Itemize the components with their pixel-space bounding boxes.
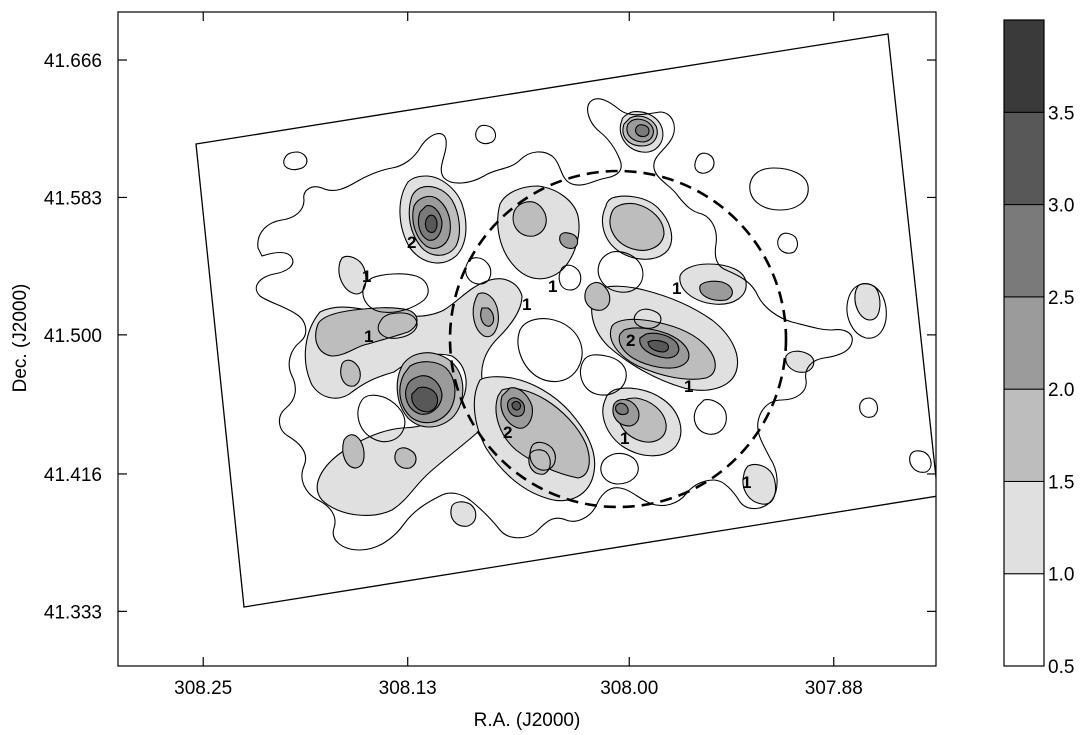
contour-region	[584, 281, 611, 311]
contour-label: 2	[503, 423, 512, 442]
contour-region	[528, 449, 551, 475]
contour-line	[517, 318, 583, 383]
contour-outlines	[255, 98, 932, 551]
contour-label: 1	[672, 279, 681, 298]
x-tick-label: 308.13	[379, 678, 437, 699]
contour-line	[633, 308, 662, 329]
contour-label: 1	[742, 473, 751, 492]
contour-line	[377, 312, 418, 339]
contour-label: 1	[684, 377, 693, 396]
x-tick-label: 308.00	[600, 678, 658, 699]
x-axis-label: R.A. (J2000)	[474, 710, 581, 731]
contour-line	[694, 152, 715, 174]
contour-region	[742, 463, 777, 505]
contour-region	[785, 350, 815, 373]
colorbar-tick-label: 2.5	[1048, 288, 1074, 309]
dashed-circle	[448, 169, 788, 509]
contour-label: 1	[620, 429, 629, 448]
colorbar-tick-label: 1.0	[1048, 565, 1074, 586]
contour-line	[475, 124, 497, 145]
contour-line	[579, 354, 627, 396]
contour-line	[846, 283, 887, 339]
colorbar-tick-label: 1.5	[1048, 472, 1074, 493]
contour-line	[255, 98, 853, 551]
colorbar-swatch	[1003, 388, 1045, 482]
y-axis-ticks: 41.666 41.583 41.500 41.416 41.333	[44, 51, 936, 623]
contour-line	[465, 257, 492, 285]
contour-label: 2	[626, 331, 635, 350]
colorbar-swatch	[1003, 480, 1045, 575]
colorbar-frame	[1003, 19, 1045, 667]
contour-region	[512, 201, 547, 237]
contour-region	[411, 386, 439, 413]
colorbar-tick-label: 3.5	[1048, 103, 1074, 124]
contour-line	[777, 232, 799, 254]
contour-region	[394, 447, 417, 469]
contour-region	[559, 232, 579, 249]
contour-region	[854, 282, 881, 321]
contour-label: 1	[362, 267, 371, 286]
contour-map: 1 1 2 1 1 2 1 2 1 1 1	[195, 33, 936, 608]
colorbar-swatch	[1003, 573, 1045, 667]
contour-line	[693, 399, 727, 435]
contour-line	[357, 394, 406, 443]
x-axis-ticks: 308.25 308.13 308.00 307.88	[174, 12, 863, 699]
contour-region	[635, 124, 650, 138]
survey-field-outline	[195, 33, 936, 608]
colorbar-tick-label: 0.5	[1048, 657, 1074, 678]
contour-region	[340, 359, 361, 387]
contour-line	[362, 273, 429, 313]
contour-labels: 1 1 2 1 1 2 1 2 1 1 1	[362, 233, 751, 492]
contour-region	[480, 307, 495, 327]
x-tick-label: 308.25	[174, 678, 232, 699]
contour-label: 1	[522, 295, 531, 314]
y-tick-label: 41.666	[44, 51, 102, 72]
contour-line	[749, 167, 809, 211]
plot-frame	[117, 11, 937, 667]
contour-region	[450, 501, 477, 527]
contour-region	[699, 280, 733, 301]
contour-line	[859, 397, 879, 418]
colorbar-tick-label: 2.0	[1048, 380, 1074, 401]
y-tick-label: 41.583	[44, 188, 102, 209]
contour-region	[424, 214, 438, 233]
contour-region	[315, 307, 418, 357]
colorbar-swatch	[1003, 204, 1045, 298]
colorbar-swatch	[1003, 111, 1045, 206]
contour-region	[511, 400, 522, 411]
contour-region	[647, 339, 670, 353]
colorbar-tick-label: 3.0	[1048, 196, 1074, 217]
y-tick-label: 41.333	[44, 602, 102, 623]
x-tick-label: 307.88	[805, 678, 863, 699]
contour-line	[558, 264, 582, 291]
colorbar: 3.5 3.0 2.5 2.0 1.5 1.0 0.5	[1003, 19, 1074, 678]
contour-line	[597, 251, 644, 293]
contour-level-5	[411, 214, 670, 413]
y-tick-label: 41.416	[44, 465, 102, 486]
contour-region	[615, 402, 629, 416]
contour-label: 1	[364, 327, 373, 346]
y-tick-label: 41.500	[44, 326, 102, 347]
contour-line	[529, 441, 556, 471]
contour-region	[609, 202, 665, 251]
y-axis-label: Dec. (J2000)	[10, 284, 31, 393]
contour-region	[342, 434, 365, 469]
contour-line	[909, 450, 932, 473]
contour-line	[600, 452, 639, 485]
colorbar-swatch	[1003, 19, 1045, 113]
contour-label: 2	[407, 233, 416, 252]
contour-label: 1	[548, 277, 557, 296]
contour-line	[283, 151, 308, 171]
colorbar-swatch	[1003, 296, 1045, 390]
